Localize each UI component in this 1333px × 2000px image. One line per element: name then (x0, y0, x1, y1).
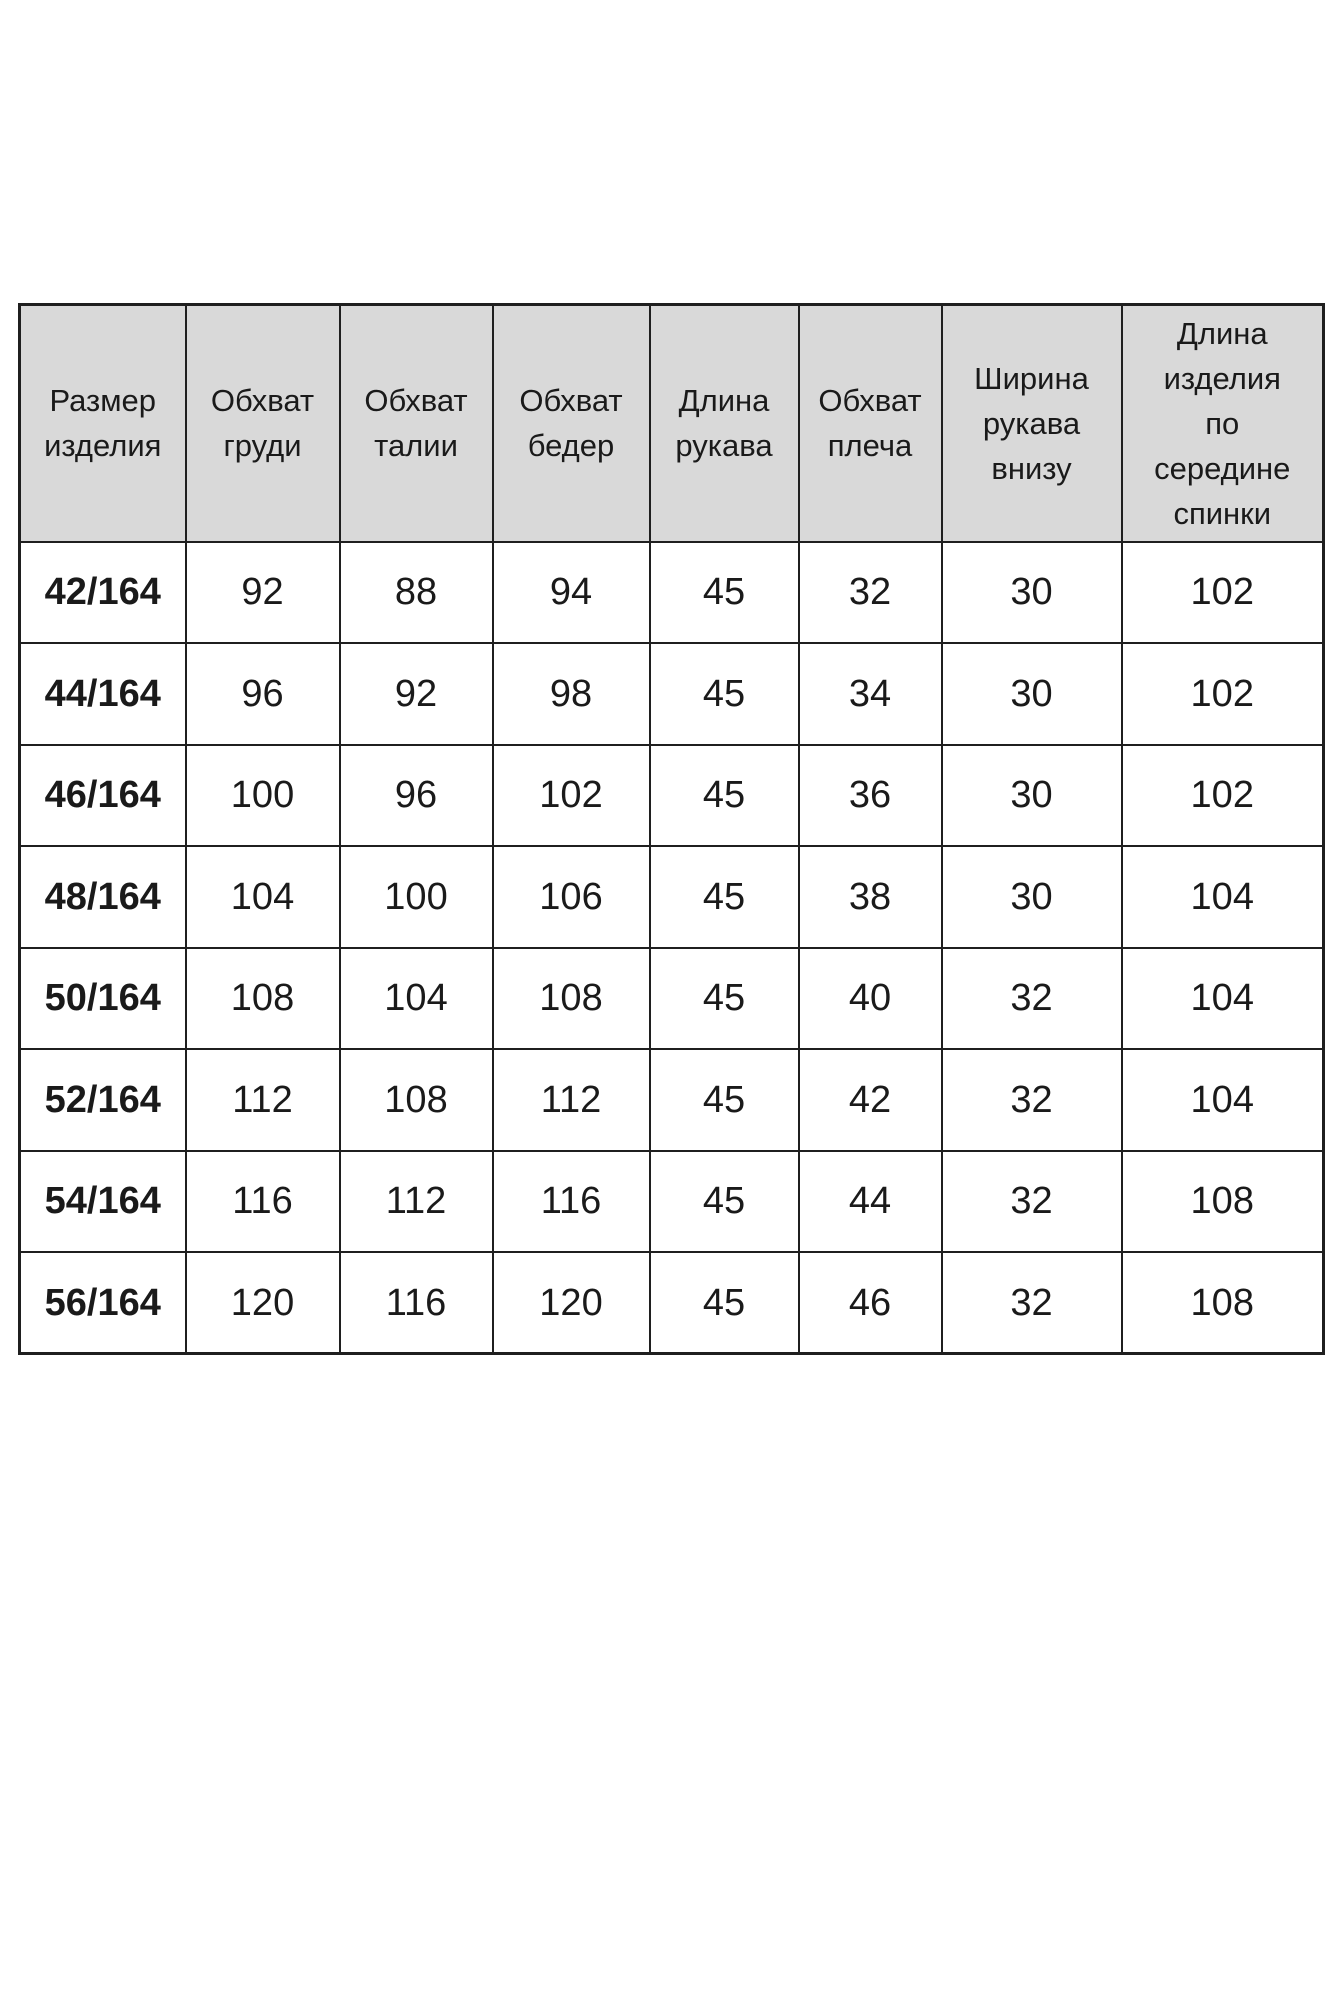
measurement-cell: 92 (184, 540, 341, 644)
header-row: Размер изделия Обхват груди Обхват талии… (18, 303, 1325, 543)
measurement-cell: 34 (797, 642, 943, 746)
measurement-cell: 96 (338, 743, 494, 847)
table-header: Размер изделия Обхват груди Обхват талии… (18, 303, 1325, 543)
measurement-cell: 32 (940, 1251, 1123, 1355)
measurement-cell: 38 (797, 845, 943, 949)
size-cell: 46/164 (18, 743, 187, 847)
measurement-cell: 44 (797, 1149, 943, 1253)
measurement-cell: 94 (491, 540, 651, 644)
measurement-cell: 104 (1120, 946, 1325, 1050)
measurement-cell: 116 (184, 1149, 341, 1253)
measurement-cell: 102 (1120, 743, 1325, 847)
measurement-cell: 108 (1120, 1149, 1325, 1253)
measurement-cell: 112 (491, 1048, 651, 1152)
column-header: Размер изделия (18, 303, 187, 543)
column-header: Обхват бедер (491, 303, 651, 543)
column-header: Обхват талии (338, 303, 494, 543)
table-row: 56/164 120 116 120 45 46 32 108 (18, 1251, 1325, 1355)
measurement-cell: 108 (491, 946, 651, 1050)
measurement-cell: 36 (797, 743, 943, 847)
measurement-cell: 104 (184, 845, 341, 949)
table-row: 44/164 96 92 98 45 34 30 102 (18, 642, 1325, 746)
column-header: Обхват плеча (797, 303, 943, 543)
measurement-cell: 30 (940, 642, 1123, 746)
measurement-cell: 92 (338, 642, 494, 746)
measurement-cell: 112 (338, 1149, 494, 1253)
measurement-cell: 45 (648, 642, 800, 746)
measurement-cell: 40 (797, 946, 943, 1050)
size-cell: 48/164 (18, 845, 187, 949)
table-row: 48/164 104 100 106 45 38 30 104 (18, 845, 1325, 949)
measurement-cell: 104 (338, 946, 494, 1050)
measurement-cell: 98 (491, 642, 651, 746)
measurement-cell: 42 (797, 1048, 943, 1152)
size-cell: 56/164 (18, 1251, 187, 1355)
measurement-cell: 100 (184, 743, 341, 847)
measurement-cell: 96 (184, 642, 341, 746)
table-row: 50/164 108 104 108 45 40 32 104 (18, 946, 1325, 1050)
measurement-cell: 32 (797, 540, 943, 644)
measurement-cell: 106 (491, 845, 651, 949)
measurement-cell: 102 (1120, 540, 1325, 644)
measurement-cell: 45 (648, 1251, 800, 1355)
size-cell: 42/164 (18, 540, 187, 644)
size-cell: 50/164 (18, 946, 187, 1050)
measurement-cell: 88 (338, 540, 494, 644)
measurement-cell: 108 (338, 1048, 494, 1152)
column-header: Длина рукава (648, 303, 800, 543)
measurement-cell: 45 (648, 845, 800, 949)
table-row: 54/164 116 112 116 45 44 32 108 (18, 1149, 1325, 1253)
measurement-cell: 30 (940, 743, 1123, 847)
measurement-cell: 102 (491, 743, 651, 847)
measurement-cell: 100 (338, 845, 494, 949)
measurement-cell: 108 (184, 946, 341, 1050)
measurement-cell: 32 (940, 1048, 1123, 1152)
measurement-cell: 45 (648, 540, 800, 644)
measurement-cell: 116 (338, 1251, 494, 1355)
measurement-cell: 108 (1120, 1251, 1325, 1355)
measurement-cell: 102 (1120, 642, 1325, 746)
measurement-cell: 32 (940, 946, 1123, 1050)
size-cell: 52/164 (18, 1048, 187, 1152)
measurement-cell: 120 (491, 1251, 651, 1355)
measurement-cell: 116 (491, 1149, 651, 1253)
column-header: Ширина рукава внизу (940, 303, 1123, 543)
table-body: 42/164 92 88 94 45 32 30 102 44/164 96 9… (18, 540, 1325, 1355)
size-cell: 44/164 (18, 642, 187, 746)
column-header: Обхват груди (184, 303, 341, 543)
measurement-cell: 45 (648, 1048, 800, 1152)
measurement-cell: 120 (184, 1251, 341, 1355)
table-row: 52/164 112 108 112 45 42 32 104 (18, 1048, 1325, 1152)
measurement-cell: 30 (940, 540, 1123, 644)
measurement-cell: 46 (797, 1251, 943, 1355)
measurement-cell: 45 (648, 1149, 800, 1253)
measurement-cell: 32 (940, 1149, 1123, 1253)
measurement-cell: 45 (648, 743, 800, 847)
measurement-cell: 45 (648, 946, 800, 1050)
table-row: 42/164 92 88 94 45 32 30 102 (18, 540, 1325, 644)
measurement-cell: 30 (940, 845, 1123, 949)
measurement-cell: 104 (1120, 845, 1325, 949)
table-row: 46/164 100 96 102 45 36 30 102 (18, 743, 1325, 847)
measurement-cell: 104 (1120, 1048, 1325, 1152)
size-cell: 54/164 (18, 1149, 187, 1253)
measurement-cell: 112 (184, 1048, 341, 1152)
column-header: Длина изделия по середине спинки (1120, 303, 1325, 543)
size-chart-table: Размер изделия Обхват груди Обхват талии… (18, 303, 1325, 1355)
